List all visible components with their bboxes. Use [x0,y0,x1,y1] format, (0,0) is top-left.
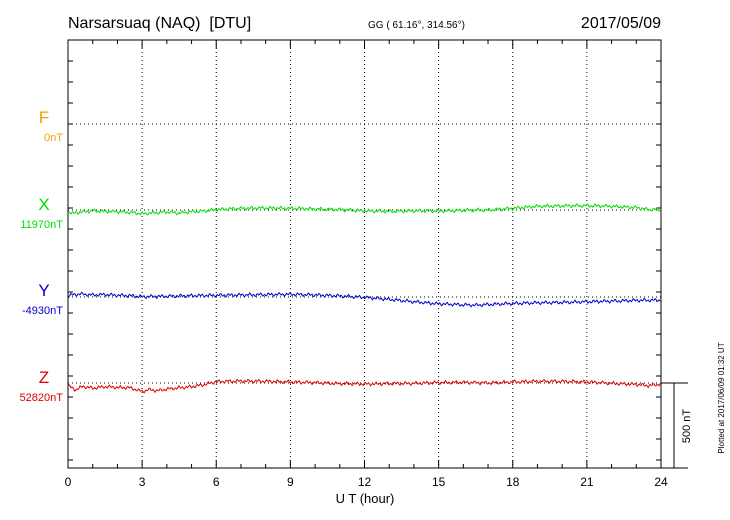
x-tick-label: 9 [287,475,294,489]
plotted-at-note: Plotted at 2017/06/09 01:32 UT [717,342,726,453]
x-tick-label: 15 [432,475,446,489]
series-name-x: X [38,195,49,214]
scale-bar-label: 500 nT [681,409,693,444]
axis-ticks [67,40,662,468]
x-tick-label: 0 [65,475,72,489]
date-label: 2017/05/09 [581,15,661,32]
series-labels: F 0nT X 11970nT Y -4930nT Z 52820nT [20,108,64,404]
series-baseline-value-x: 11970nT [20,219,63,231]
station-title: Narsarsuaq (NAQ) [DTU] [68,15,251,32]
series-name-f: F [39,108,49,127]
x-tick-label: 12 [358,475,372,489]
coordinates-label: GG ( 61.16°, 314.56°) [368,20,465,31]
series-name-z: Z [39,368,49,387]
series-lines [67,203,662,394]
series-line-z [67,378,662,394]
series-line-x [67,203,662,216]
series-baseline-value-f: 0nT [44,132,63,144]
series-baseline-value-z: 52820nT [20,392,64,404]
x-tick-label: 21 [580,475,594,489]
x-tick-label: 18 [506,475,520,489]
series-line-y [67,291,662,308]
x-tick-label: 24 [654,475,668,489]
scale-bar: 500 nT [661,382,693,469]
x-axis-label: U T (hour) [336,491,395,506]
vertical-gridlines [141,40,588,468]
x-tick-label: 6 [213,475,220,489]
x-tick-label: 3 [139,475,146,489]
series-name-y: Y [38,281,49,300]
x-tick-labels: 0 3 6 9 12 15 18 21 24 [65,475,668,489]
series-baseline-value-y: -4930nT [22,305,63,317]
